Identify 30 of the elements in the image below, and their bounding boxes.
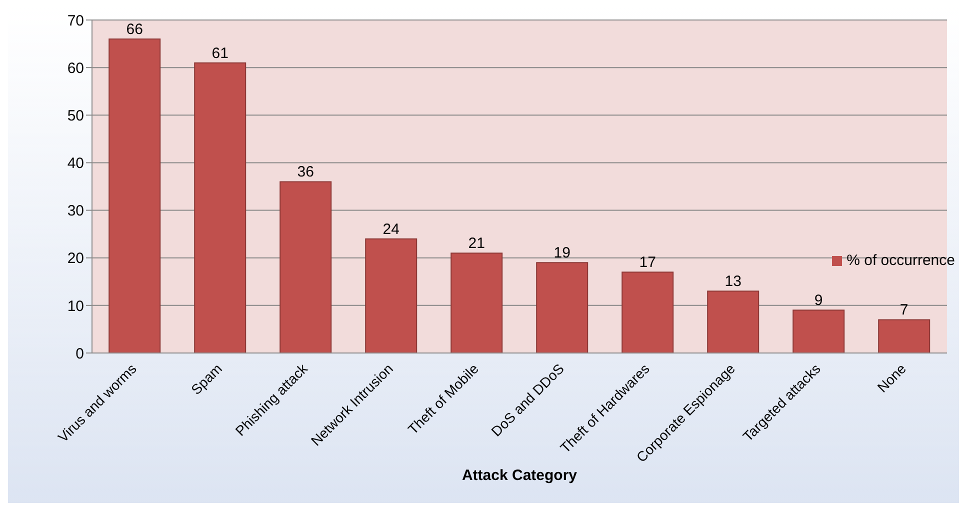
- x-axis-title: Attack Category: [462, 467, 578, 484]
- data-label: 66: [126, 21, 143, 38]
- bar: [536, 262, 588, 353]
- data-label: 21: [468, 235, 485, 252]
- bar: [280, 181, 332, 353]
- y-tick-label: 10: [67, 298, 84, 315]
- bar: [622, 272, 674, 353]
- y-tick-label: 20: [67, 250, 84, 268]
- bar: [365, 238, 418, 353]
- data-label: 9: [814, 292, 823, 310]
- y-tick-label: 40: [67, 155, 84, 172]
- bar: [108, 38, 161, 353]
- bar: [707, 290, 760, 353]
- bar: [878, 319, 930, 353]
- y-tick-label: 70: [67, 12, 84, 30]
- data-label: 24: [382, 220, 400, 238]
- y-tick-label: 50: [67, 107, 84, 124]
- data-label: 13: [724, 273, 742, 290]
- data-label: 7: [900, 302, 908, 319]
- bar: [194, 62, 246, 353]
- bar: [450, 252, 503, 353]
- y-tick-label: 30: [67, 202, 84, 220]
- y-tick-label: 0: [76, 345, 84, 362]
- bar: [792, 310, 845, 353]
- data-label: 61: [212, 44, 228, 62]
- data-label: 19: [554, 244, 570, 262]
- data-label: 36: [297, 164, 314, 181]
- y-tick-label: 60: [67, 60, 84, 77]
- data-label: 17: [639, 254, 656, 272]
- legend-label: % of occurrence: [846, 252, 955, 269]
